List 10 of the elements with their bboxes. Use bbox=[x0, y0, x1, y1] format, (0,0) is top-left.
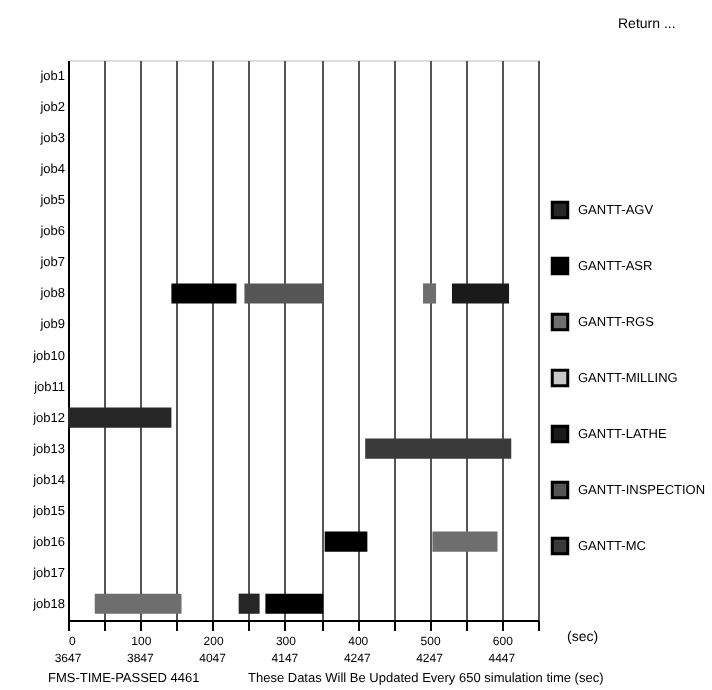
bar bbox=[171, 283, 237, 304]
bar bbox=[423, 283, 437, 304]
bar bbox=[432, 531, 498, 552]
bar bbox=[324, 531, 368, 552]
bar bbox=[68, 407, 172, 428]
bar bbox=[365, 438, 512, 459]
bar bbox=[94, 593, 182, 614]
bar bbox=[265, 593, 324, 614]
bar bbox=[238, 593, 260, 614]
bar bbox=[451, 283, 510, 304]
